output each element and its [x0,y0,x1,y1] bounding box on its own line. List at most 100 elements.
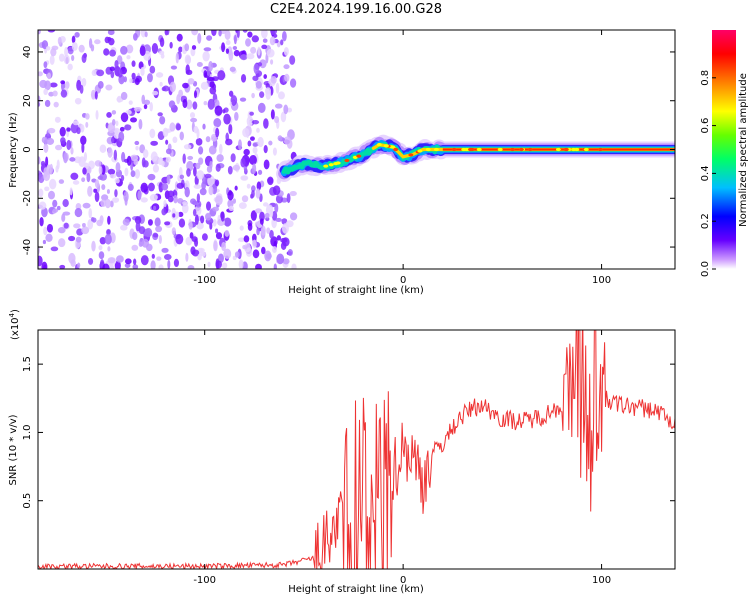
noise-blob [133,32,138,41]
noise-blob [262,202,269,207]
noise-blob [272,147,277,156]
trace-hotspot [333,162,339,166]
noise-blob [247,31,253,38]
noise-blob [234,251,240,258]
noise-blob [114,189,118,198]
noise-blob [275,217,282,223]
noise-blob [49,55,55,65]
noise-blob [74,207,83,218]
noise-blob [246,183,251,189]
colorbar-tick-label: 0.6 [700,118,711,134]
noise-blob [249,111,254,116]
noise-blob [176,33,183,42]
noise-blob [60,80,66,85]
noise-blob [198,146,204,155]
noise-blob [211,30,217,37]
noise-blob [212,206,220,212]
noise-blob [241,195,249,203]
noise-blob [266,48,275,58]
noise-blob [284,73,290,82]
noise-blob [289,191,297,197]
noise-blob [185,64,190,75]
noise-blob [227,165,233,175]
noise-blob [91,69,98,77]
trace-hotspot [476,147,482,152]
noise-blob [155,72,164,78]
noise-blob [208,145,217,155]
noise-blob [42,239,47,245]
noise-blob [175,234,184,245]
noise-blob [274,203,279,213]
noise-blob [257,62,263,67]
noise-blob [129,78,133,84]
trace-hotspot [383,144,389,148]
noise-blob [134,169,141,179]
noise-blob [98,245,103,251]
noise-blob [45,46,51,51]
noise-blob [161,160,165,167]
noise-blob [57,227,66,234]
noise-blob [120,91,128,101]
noise-blob [124,263,131,268]
noise-blob [206,201,212,211]
noise-blob [52,90,58,97]
noise-blob [202,51,210,62]
noise-blob [247,140,252,147]
noise-blob [71,55,75,61]
noise-blob [52,208,58,213]
noise-blob [106,229,111,235]
noise-blob [70,147,74,155]
noise-region [38,30,298,269]
noise-blob [152,164,160,173]
noise-blob [206,165,213,173]
noise-blob [39,217,44,227]
noise-blob [162,127,169,138]
multiplier-prefix: (x10 [10,317,21,340]
noise-blob [132,231,138,241]
noise-blob [101,194,109,201]
colorbar-tick-label: 0.8 [700,70,711,86]
noise-blob [270,59,274,65]
noise-blob [43,88,48,96]
chart-title: C2E4.2024.199.16.00.G28 [270,2,442,17]
noise-blob [38,174,45,184]
noise-blob [109,66,116,72]
x-tick-label: 0 [400,275,406,286]
spectrogram-ylabel: Frequency (Hz) [8,112,19,188]
noise-blob [71,35,76,44]
noise-blob [87,257,94,265]
noise-blob [202,123,206,130]
noise-blob [185,252,189,262]
noise-blob [236,30,240,39]
noise-blob [97,81,104,89]
noise-blob [107,36,112,42]
trace-hotspot [425,147,431,152]
noise-blob [234,111,239,121]
noise-blob [232,255,237,261]
noise-blob [280,111,287,123]
noise-blob [267,176,274,186]
noise-blob [283,136,291,145]
noise-blob [103,48,110,56]
noise-blob [143,104,148,110]
noise-blob [112,197,120,203]
noise-blob [49,82,58,88]
noise-blob [130,170,136,178]
noise-blob [58,53,65,62]
noise-blob [60,137,66,145]
noise-blob [74,97,82,105]
noise-blob [165,156,171,163]
noise-blob [81,77,87,87]
noise-blob [125,258,132,265]
noise-blob [125,44,134,54]
noise-blob [141,94,146,105]
noise-blob [111,110,117,115]
noise-blob [116,255,124,263]
noise-blob [147,173,156,181]
trace-hotspot [497,147,503,152]
noise-blob [269,36,276,46]
noise-blob [131,244,139,251]
noise-blob [272,246,277,254]
noise-blob [78,44,85,53]
noise-blob [106,112,112,118]
